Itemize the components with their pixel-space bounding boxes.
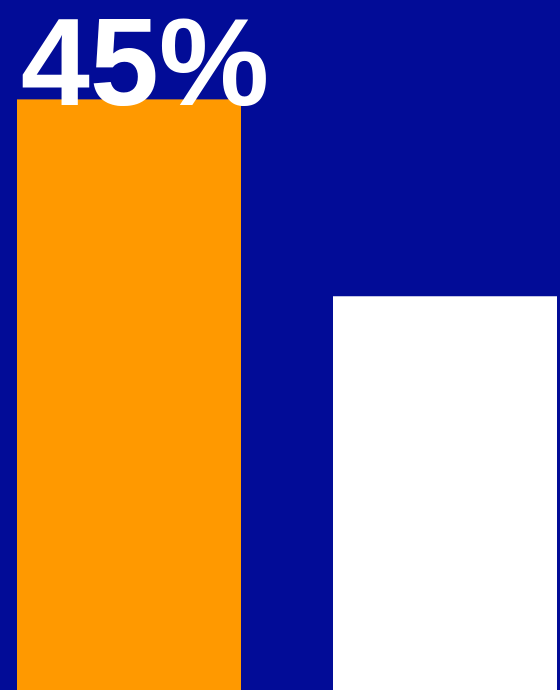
bar-1 — [17, 99, 241, 690]
labels-group: 45% — [21, 0, 269, 132]
bar-1-value-label: 45% — [21, 0, 269, 132]
bars-group — [17, 99, 557, 690]
bar-2 — [333, 296, 557, 690]
